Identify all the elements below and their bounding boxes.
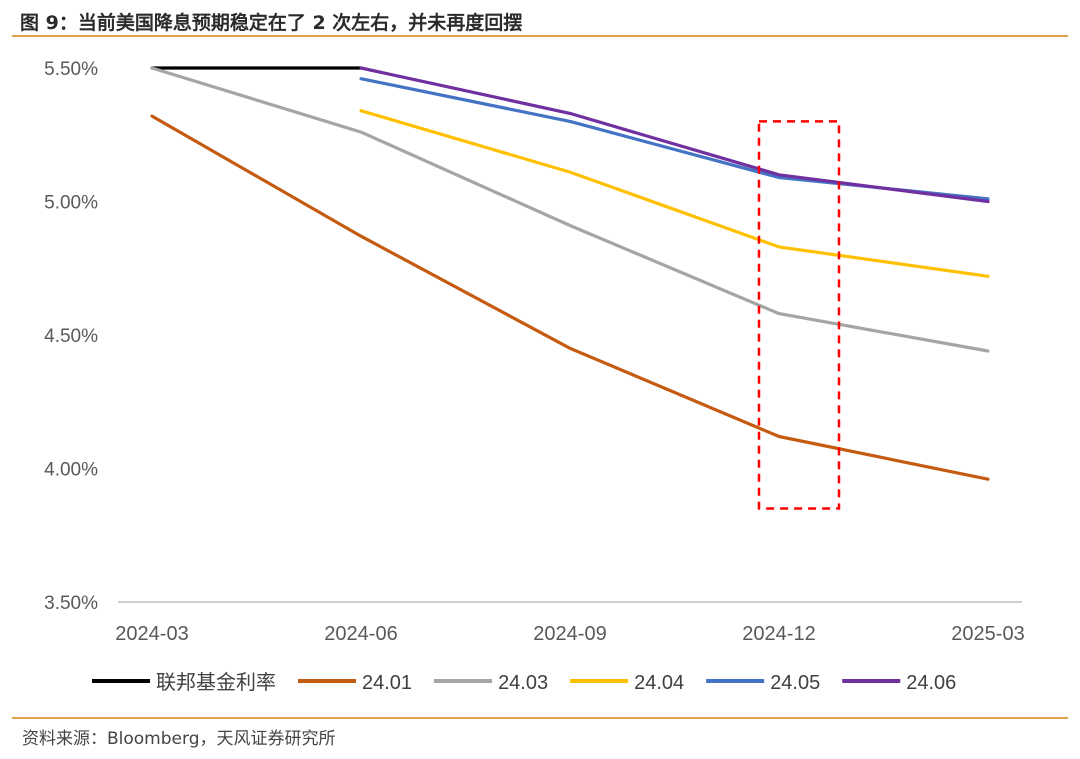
line-chart: 3.50% 4.00% 4.50% 5.00% 5.50% 2024-03 2024-06… — [44, 59, 1025, 694]
y-tick-label: 4.50% — [44, 326, 98, 347]
x-tick-label: 2024-06 — [324, 623, 397, 645]
y-tick-label: 5.50% — [44, 59, 98, 80]
y-tick-label: 5.00% — [44, 193, 98, 214]
x-tick-label: 2024-03 — [115, 623, 188, 645]
series-line-24.03 — [150, 66, 990, 353]
figure-title: 图 9：当前美国降息预期稳定在了 2 次左右，并未再度回摆 — [20, 12, 523, 34]
series-line-24.01 — [150, 114, 990, 481]
legend-label: 24.01 — [362, 672, 412, 694]
legend-label: 24.03 — [498, 672, 548, 694]
x-tick-label: 2024-12 — [742, 623, 815, 645]
legend-label: 24.05 — [770, 672, 820, 694]
series-line-24.06 — [359, 66, 990, 204]
x-tick-label: 2024-09 — [533, 623, 606, 645]
series-line-24.04 — [359, 109, 990, 278]
legend-label: 24.06 — [906, 672, 956, 694]
highlight-dashed-box — [757, 120, 841, 510]
title-divider — [12, 35, 1068, 37]
x-tick-label: 2025-03 — [951, 623, 1024, 645]
legend-label: 24.04 — [634, 672, 684, 694]
y-tick-label: 3.50% — [44, 593, 98, 614]
y-tick-label: 4.00% — [44, 460, 98, 481]
source-divider — [12, 717, 1068, 719]
legend-label: 联邦基金利率 — [156, 671, 276, 694]
source-note: 资料来源：Bloomberg，天风证券研究所 — [22, 729, 336, 749]
